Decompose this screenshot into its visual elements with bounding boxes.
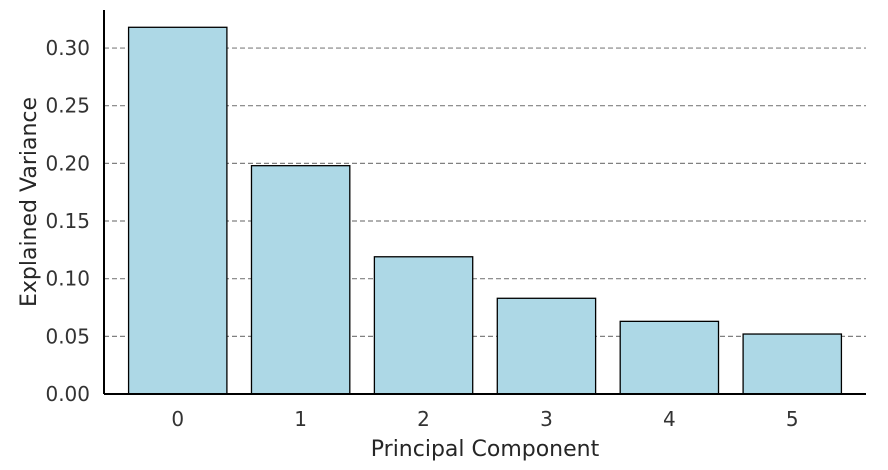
bar-1 [250, 165, 351, 395]
x-tick-label-2: 2 [417, 407, 430, 431]
y-tick-label-0: 0.00 [45, 382, 90, 406]
x-axis-label: Principal Component [371, 437, 600, 462]
bar-4 [619, 320, 720, 395]
x-tick-label-0: 0 [171, 407, 184, 431]
y-tick-label-3: 0.15 [45, 209, 90, 233]
x-tick-label-4: 4 [663, 407, 676, 431]
y-tick-label-5: 0.25 [45, 94, 90, 118]
y-tick-label-2: 0.10 [45, 267, 90, 291]
y-tick-label-1: 0.05 [45, 324, 90, 348]
bar-3 [496, 297, 597, 395]
x-tick-label-1: 1 [294, 407, 307, 431]
grid-layer [104, 47, 866, 337]
y-tick-label-6: 0.30 [45, 36, 90, 60]
y-tick-label-4: 0.20 [45, 151, 90, 175]
x-tick-label-5: 5 [786, 407, 799, 431]
bar-0 [127, 26, 228, 395]
bar-5 [742, 333, 843, 395]
y-axis-label: Explained Variance [17, 97, 42, 307]
y-tick-labels: 0.00 0.05 0.10 0.15 0.20 0.25 0.30 [45, 36, 90, 406]
bar-layer [127, 26, 843, 395]
axis-layer [103, 10, 866, 395]
x-tick-label-3: 3 [540, 407, 553, 431]
bar-2 [373, 256, 474, 395]
x-tick-labels: 0 1 2 3 4 5 [171, 407, 798, 431]
